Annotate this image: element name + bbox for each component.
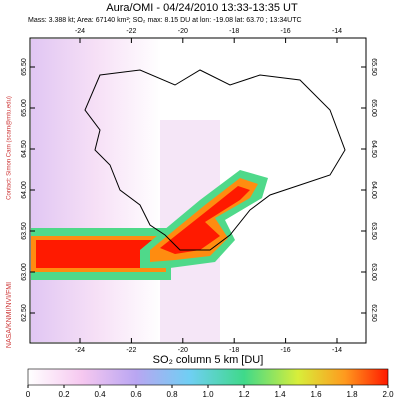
lat-tick-label: 63.50 (370, 222, 377, 240)
so2-haze (31, 39, 161, 342)
lon-tick-label: -18 (229, 28, 239, 35)
plume-cell (160, 186, 250, 254)
agencies: NASA/KNMI/NVI/FMI (6, 282, 13, 348)
lon-tick-label: -14 (332, 28, 342, 35)
colorbar-tick-label: 1.8 (346, 390, 358, 399)
colorbar-label: SO₂ column 5 km [DU] (153, 354, 264, 366)
lat-tick-label: 65.50 (370, 58, 377, 76)
tick-labels: -24 -24 -22 -22 -20 -20 -18 -18 -16 -16 -14 -14 65.5… (21, 28, 377, 354)
colorbar-tick-label: 0.6 (130, 390, 142, 399)
plume-cell (36, 240, 156, 268)
lon-tick-label: -16 (281, 347, 291, 354)
lon-tick-label: -14 (332, 347, 342, 354)
colorbar-tick-label: 1.0 (202, 390, 214, 399)
colorbar-tick-label: 1.4 (274, 390, 286, 399)
lon-tick-label: -22 (126, 347, 136, 354)
colorbar-tick-label: 2.0 (382, 390, 394, 399)
lat-tick-label: 63.00 (21, 263, 28, 281)
colorbar-ticks: 0 0.2 0.4 0.6 0.8 1.0 1.2 1.4 1.6 1.8 2.0 (26, 385, 394, 399)
lat-tick-label: 64.50 (370, 140, 377, 158)
info-line: Mass: 3.388 kt; Area: 67140 km²; SO₂ max… (28, 17, 302, 24)
iceland-coastline (84, 69, 346, 251)
lon-tick-label: -18 (229, 347, 239, 354)
lat-tick-label: 63.00 (370, 263, 377, 281)
lat-tick-label: 65.50 (21, 58, 28, 76)
title: Aura/OMI - 04/24/2010 13:33-13:35 UT (106, 2, 298, 14)
colorbar-tick-label: 0 (26, 390, 31, 399)
lat-tick-label: 63.50 (21, 222, 28, 240)
lat-tick-label: 65.00 (370, 99, 377, 117)
colorbar-tick-label: 0.4 (94, 390, 106, 399)
lon-tick-label: -24 (75, 28, 85, 35)
map-area (29, 37, 367, 344)
colorbar-tick-label: 1.6 (310, 390, 322, 399)
colorbar (27, 368, 389, 386)
lon-tick-label: -20 (178, 347, 188, 354)
colorbar-tick-label: 0.8 (166, 390, 178, 399)
colorbar-tick-label: 1.2 (238, 390, 250, 399)
lon-tick-label: -22 (126, 28, 136, 35)
lon-tick-label: -16 (281, 28, 291, 35)
colorbar-tick-label: 0.2 (58, 390, 70, 399)
contact: Contact: Simon Carn (scarn@mtu.edu) (7, 96, 13, 200)
lat-tick-label: 64.00 (370, 181, 377, 199)
lat-tick-label: 65.00 (21, 99, 28, 117)
lat-tick-label: 64.50 (21, 140, 28, 158)
lat-tick-label: 62.50 (21, 304, 28, 322)
lon-tick-label: -20 (178, 28, 188, 35)
lat-tick-label: 64.00 (21, 181, 28, 199)
lon-tick-label: -24 (75, 347, 85, 354)
lat-tick-label: 62.50 (370, 304, 377, 322)
